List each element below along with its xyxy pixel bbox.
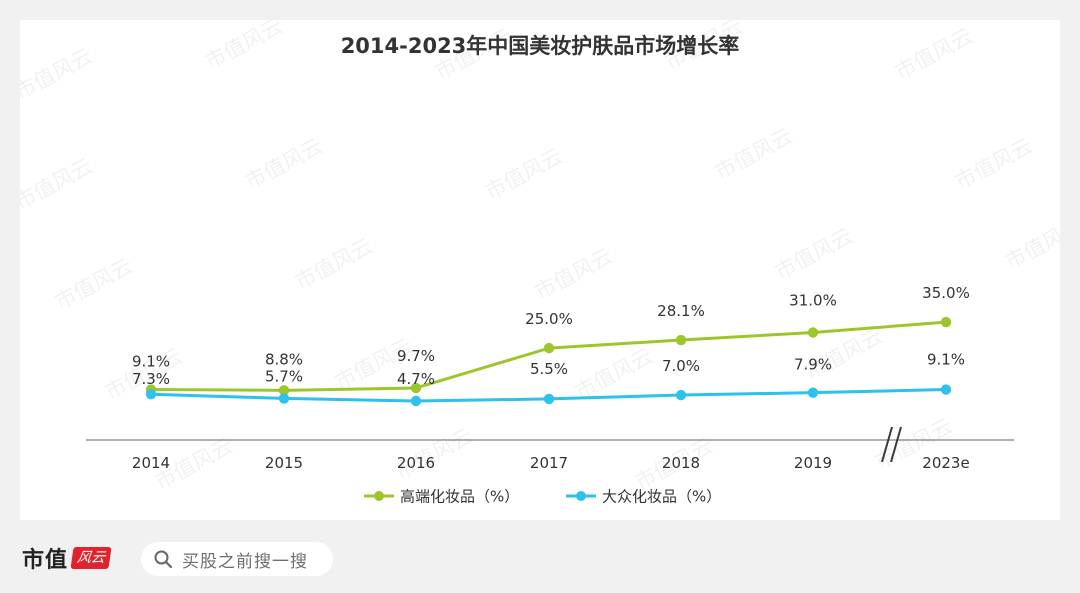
series-layer: 9.1% 8.8% 9.7% 25.0% 28.1% 31.0% 35.0% 7.3% 5.7%… bbox=[132, 284, 970, 407]
watermark-text: 市值风云 bbox=[20, 154, 97, 215]
data-point bbox=[807, 327, 819, 338]
watermark-text: 市值风云 bbox=[481, 144, 566, 205]
watermark-text: 市值风云 bbox=[291, 234, 376, 295]
x-tick-label: 2017 bbox=[530, 454, 568, 472]
data-point bbox=[278, 385, 290, 396]
data-point bbox=[807, 387, 819, 398]
legend-label: 大众化妆品（%） bbox=[602, 488, 721, 506]
data-point bbox=[940, 384, 952, 395]
x-tick-label: 2014 bbox=[132, 454, 170, 472]
x-tick-label: 2016 bbox=[397, 454, 435, 472]
watermark-text: 市值风云 bbox=[201, 20, 286, 74]
chart-title: 2014-2023年中国美妆护肤品市场增长率 bbox=[341, 34, 740, 58]
data-point bbox=[278, 393, 290, 404]
search-placeholder: 买股之前搜一搜 bbox=[182, 551, 308, 572]
watermark-text: 市值风云 bbox=[711, 124, 796, 185]
chart-card: 市值风云 市值风云 市值风云 市值风云 市值风云 市值风云 市值风云 市值风云 市值风云 市值风云… bbox=[20, 20, 1060, 520]
data-label: 7.3% bbox=[132, 370, 170, 388]
search-icon bbox=[154, 550, 173, 569]
watermark-text: 市值风云 bbox=[20, 44, 97, 105]
data-label: 28.1% bbox=[657, 302, 705, 320]
data-label: 35.0% bbox=[922, 284, 970, 302]
legend-swatch-dot bbox=[374, 491, 384, 501]
data-label: 4.7% bbox=[397, 370, 435, 388]
data-label: 7.0% bbox=[662, 357, 700, 375]
data-point bbox=[543, 342, 555, 354]
data-point bbox=[675, 389, 687, 401]
legend-label: 高端化妆品（%） bbox=[400, 488, 519, 506]
watermark-text: 市值风云 bbox=[951, 134, 1036, 195]
legend: 高端化妆品（%） 大众化妆品（%） bbox=[364, 488, 721, 506]
data-point bbox=[543, 393, 555, 405]
legend-swatch-dot bbox=[576, 491, 586, 501]
search-box[interactable]: 买股之前搜一搜 bbox=[141, 542, 333, 576]
watermark-text: 市值风云 bbox=[531, 244, 616, 305]
brand-logo: 市值 风云 bbox=[22, 543, 112, 573]
axis-break-icon bbox=[881, 426, 902, 463]
data-label: 9.1% bbox=[132, 353, 170, 371]
watermark-text: 市值风云 bbox=[241, 134, 326, 195]
watermark-text: 市值风云 bbox=[891, 24, 976, 85]
x-tick-labels: 2014 2015 2016 2017 2018 2019 2023e bbox=[132, 454, 970, 472]
data-point bbox=[940, 316, 952, 328]
watermark-text: 市值风云 bbox=[771, 224, 856, 285]
data-label: 9.7% bbox=[397, 347, 435, 365]
data-label: 5.5% bbox=[530, 360, 568, 378]
x-tick-label: 2018 bbox=[662, 454, 700, 472]
data-point bbox=[145, 389, 157, 400]
data-label: 5.7% bbox=[265, 367, 303, 385]
brand-text: 市值 bbox=[22, 547, 69, 573]
data-label: 31.0% bbox=[789, 291, 837, 309]
x-tick-label: 2019 bbox=[794, 454, 832, 472]
data-point bbox=[410, 382, 422, 394]
watermark-text: 市值风云 bbox=[51, 254, 136, 315]
data-label: 25.0% bbox=[525, 310, 573, 328]
data-label: 7.9% bbox=[794, 356, 832, 374]
x-tick-label: 2023e bbox=[922, 454, 969, 472]
watermark-text: 市值风云 bbox=[1001, 214, 1060, 275]
data-point bbox=[675, 334, 687, 346]
data-label: 8.8% bbox=[265, 350, 303, 368]
x-tick-label: 2015 bbox=[265, 454, 303, 472]
data-label: 9.1% bbox=[927, 351, 965, 369]
bottom-bar: 市值 风云 买股之前搜一搜 bbox=[0, 520, 1080, 593]
brand-seal: 风云 bbox=[70, 547, 112, 569]
data-point bbox=[410, 395, 422, 407]
